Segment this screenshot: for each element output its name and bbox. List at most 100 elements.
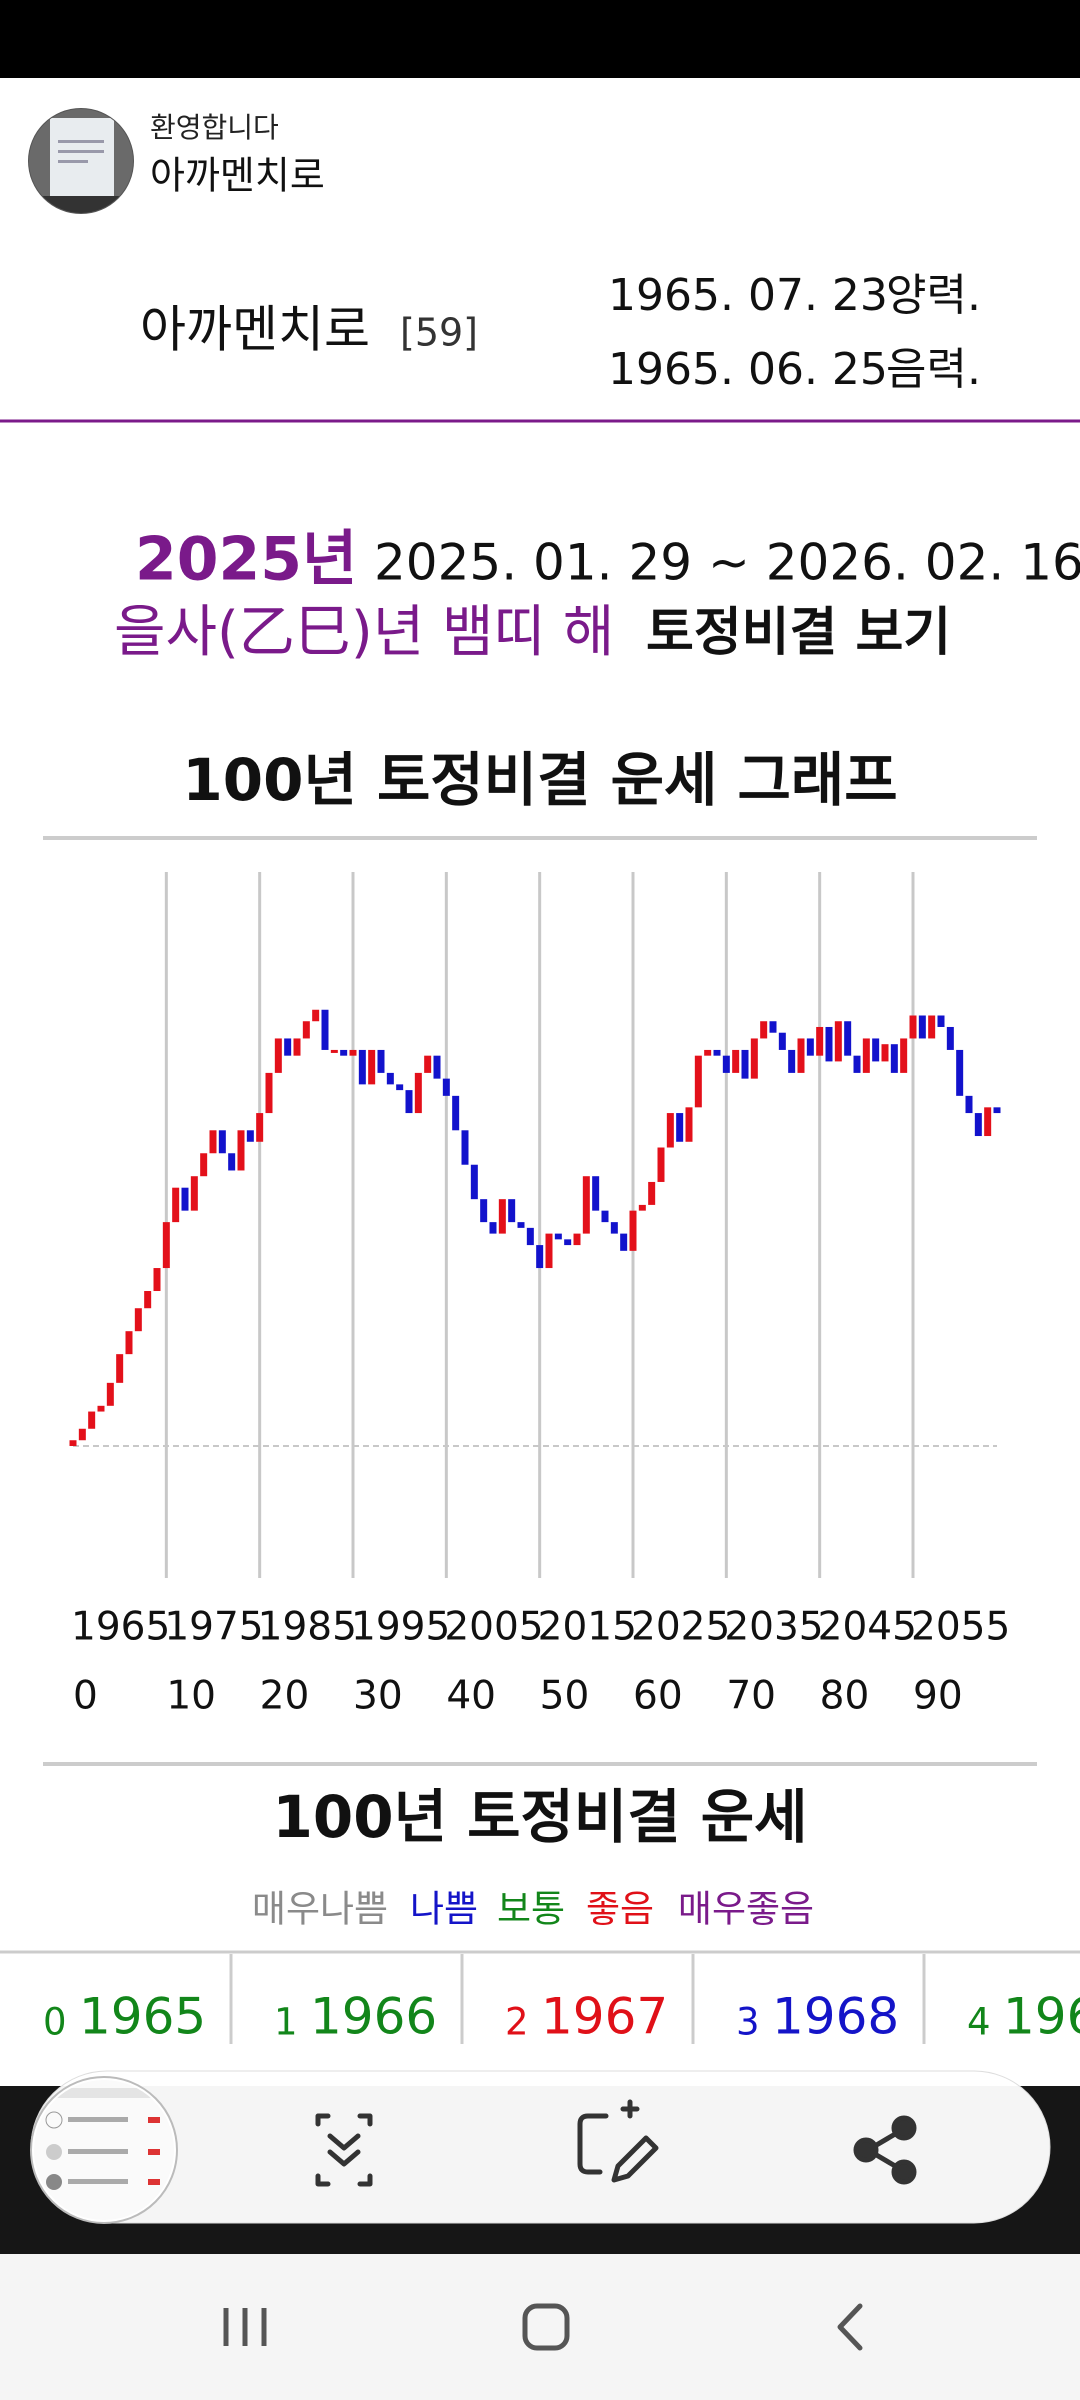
age-tick-label: 50 — [540, 1674, 590, 1719]
candle — [340, 1049, 348, 1056]
candle — [946, 1026, 954, 1050]
candle — [984, 1107, 992, 1137]
candle — [386, 1072, 394, 1085]
screenshot-toolbar — [30, 2070, 1051, 2224]
greeting: 환영합니다 — [150, 111, 279, 144]
candle — [732, 1049, 740, 1073]
age-tick-label: 20 — [260, 1674, 310, 1719]
candle — [582, 1176, 590, 1234]
candle — [265, 1072, 273, 1114]
age-tick-label: 90 — [913, 1674, 963, 1719]
age-tick-label: 40 — [446, 1674, 496, 1719]
view-link[interactable]: 토정비결 보기 — [646, 603, 951, 663]
candle — [918, 1015, 926, 1039]
chart-title: 100년 토정비결 운세 그래프 — [182, 746, 897, 814]
x-tick-label: 2025 — [631, 1605, 730, 1650]
candle — [312, 1009, 320, 1022]
candle — [844, 1021, 852, 1056]
candle — [666, 1113, 674, 1148]
candle — [368, 1049, 376, 1085]
row-year: 1966 — [310, 1988, 437, 2046]
candle — [797, 1038, 805, 1073]
candle — [489, 1222, 497, 1234]
age-tick-label: 10 — [166, 1674, 216, 1719]
x-tick-label: 1965 — [71, 1605, 170, 1650]
x-tick-label: 2015 — [538, 1605, 637, 1650]
candle — [181, 1187, 189, 1211]
candle — [414, 1072, 422, 1114]
candle — [937, 1015, 945, 1027]
candle — [788, 1049, 796, 1073]
candle — [676, 1113, 684, 1142]
edit-button[interactable] — [577, 2099, 659, 2183]
candle — [480, 1199, 488, 1223]
candle — [545, 1233, 553, 1269]
age-tick-label: 0 — [73, 1674, 98, 1719]
row-index: 2 — [505, 2001, 529, 2044]
status-bar — [0, 0, 1080, 78]
candle — [872, 1038, 880, 1062]
candle — [890, 1044, 898, 1073]
candle — [965, 1095, 973, 1114]
candle — [778, 1032, 786, 1050]
candle — [825, 1026, 833, 1062]
candle — [881, 1044, 889, 1062]
candle — [172, 1187, 180, 1223]
candle — [498, 1199, 506, 1234]
candle — [592, 1176, 600, 1211]
legend-item: 매우나쁨 — [252, 1888, 388, 1931]
candle — [302, 1021, 310, 1039]
candle — [713, 1049, 721, 1056]
candle — [928, 1015, 936, 1039]
candle — [900, 1038, 908, 1073]
legend-item: 보통 — [497, 1888, 565, 1931]
recent-apps-button[interactable] — [223, 2308, 267, 2346]
candle — [284, 1038, 292, 1056]
back-button[interactable] — [837, 2303, 863, 2351]
avatar[interactable] — [28, 108, 134, 214]
candle — [190, 1176, 198, 1211]
scroll-capture-button[interactable] — [315, 2113, 373, 2187]
candle — [508, 1199, 516, 1223]
candle — [722, 1055, 730, 1073]
section-title: 100년 토정비결 운세 — [273, 1783, 808, 1851]
candle — [452, 1095, 460, 1131]
candle — [853, 1055, 861, 1073]
candle — [760, 1021, 768, 1039]
legend-item: 매우좋음 — [678, 1888, 814, 1931]
candle — [78, 1428, 86, 1441]
row-index: 4 — [967, 2001, 991, 2044]
candle — [396, 1084, 404, 1091]
screenshot-thumbnail[interactable] — [30, 2076, 178, 2224]
candle — [956, 1049, 964, 1096]
row-year: 1969 — [1003, 1988, 1080, 2046]
candle — [685, 1107, 693, 1142]
candle — [704, 1049, 712, 1056]
candle — [694, 1055, 702, 1108]
candle — [461, 1130, 469, 1165]
home-button[interactable] — [522, 2303, 570, 2351]
candle — [228, 1153, 236, 1171]
candle — [620, 1233, 628, 1251]
candle — [601, 1210, 609, 1223]
candle — [162, 1222, 170, 1269]
x-tick-label: 1975 — [164, 1605, 263, 1650]
candle — [638, 1204, 646, 1211]
x-tick-label: 1985 — [258, 1605, 357, 1650]
candle — [200, 1153, 208, 1177]
candle — [144, 1291, 152, 1309]
candle — [358, 1049, 366, 1085]
candle — [526, 1227, 534, 1246]
x-tick-label: 2055 — [911, 1605, 1010, 1650]
row-year: 1965 — [79, 1988, 206, 2046]
ganji: 을사(乙巳)년 뱀띠 해 — [114, 600, 614, 665]
candle — [293, 1038, 301, 1056]
candle — [209, 1130, 217, 1154]
candle — [862, 1038, 870, 1073]
candle — [750, 1038, 758, 1079]
share-button[interactable] — [853, 2115, 917, 2185]
candle — [116, 1354, 124, 1383]
age-tick-label: 30 — [353, 1674, 403, 1719]
age-tick-label: 80 — [820, 1674, 870, 1719]
